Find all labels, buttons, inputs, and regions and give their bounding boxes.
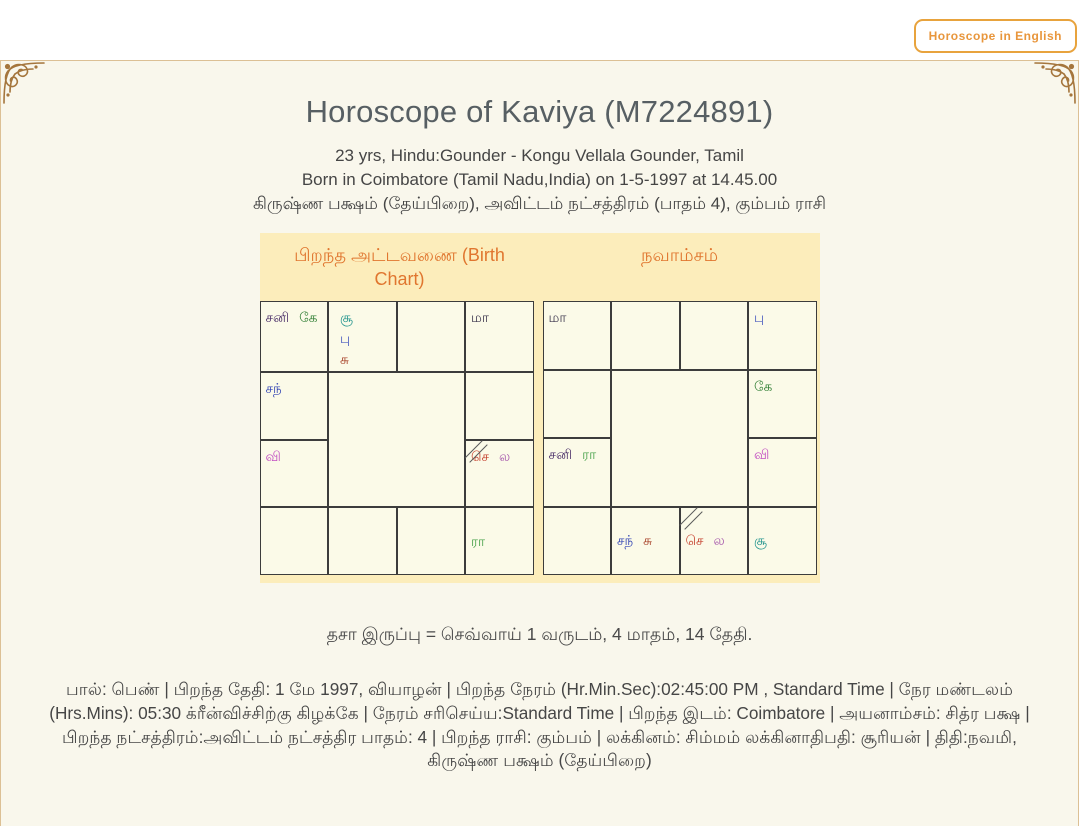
- planet-saturn: சனி: [548, 447, 573, 462]
- chart-cell: மா: [542, 301, 611, 370]
- top-bar: Horoscope in English: [0, 0, 1079, 60]
- planet-jupiter: வி: [754, 447, 770, 462]
- planet-moon: சந்: [265, 381, 282, 396]
- chart-cell: சந் சு: [611, 506, 680, 575]
- planet-ketu: கே: [754, 378, 773, 394]
- planet-mars: செ: [471, 448, 489, 464]
- dasa-balance-line: தசா இருப்பு = செவ்வாய் 1 வருடம், 4 மாதம்…: [326, 624, 753, 644]
- profile-line-caste: 23 yrs, Hindu:Gounder - Kongu Vellala Go…: [335, 146, 744, 165]
- corner-flourish-icon: [3, 62, 45, 104]
- horoscope-in-english-button[interactable]: Horoscope in English: [913, 19, 1077, 53]
- birth-details-part-1: பால்: பெண் | பிறந்த தேதி: 1 மே 1997, விய…: [65, 679, 1014, 699]
- birth-details-paragraph: பால்: பெண் | பிறந்த தேதி: 1 மே 1997, விய…: [37, 678, 1042, 773]
- planet-mercury: பு: [754, 310, 765, 325]
- chart-cell: சனி கே: [259, 301, 328, 372]
- planet-mandi: மா: [548, 310, 567, 325]
- chart-cell: வி: [748, 438, 817, 507]
- planet-rahu: ரா: [471, 533, 486, 549]
- corner-flourish-icon: [1034, 62, 1076, 104]
- chart-center-cell: [328, 372, 465, 508]
- planet-saturn: சனி: [265, 310, 290, 325]
- chart-cell: சூ பு சு: [328, 301, 397, 372]
- planet-lagnam: ல: [498, 448, 511, 464]
- chart-cell: [611, 301, 680, 370]
- chart-cell: செ ல: [678, 506, 748, 575]
- chart-cell: [542, 506, 611, 575]
- chart-cell: பு: [748, 301, 817, 370]
- horoscope-card: Horoscope of Kaviya (M7224891) 23 yrs, H…: [0, 60, 1079, 826]
- planet-lagnam: ல: [713, 533, 725, 549]
- birth-chart-grid: சனி கே சூ பு சு மா சந் வி செ ல ரா: [259, 301, 534, 575]
- planet-ketu: கே: [299, 310, 318, 325]
- chart-cell: [396, 301, 465, 372]
- chart-cell: [679, 301, 748, 370]
- chart-cell: [542, 369, 611, 438]
- navamsam-title: நவாம்சம்: [640, 245, 719, 265]
- chart-center-cell: [611, 369, 748, 507]
- profile-line-paksham: கிருஷ்ண பக்ஷம் (தேய்பிறை), அவிட்டம் நட்ச…: [252, 194, 827, 213]
- planet-moon: சந்: [617, 533, 634, 549]
- planet-jupiter: வி: [265, 448, 281, 464]
- birth-chart-title: பிறந்த அட்டவணை (Birth Chart): [294, 245, 505, 289]
- chart-cell: வி: [259, 439, 328, 508]
- chart-cell: கே: [748, 369, 817, 438]
- chart-cell: [259, 507, 328, 575]
- chart-cell: [328, 507, 397, 575]
- profile-line-birth: Born in Coimbatore (Tamil Nadu,India) on…: [301, 170, 778, 189]
- chart-cell: சந்: [259, 372, 328, 440]
- chart-cell: [396, 507, 465, 575]
- planet-sun: சூ: [754, 533, 767, 549]
- chart-cell: [465, 372, 534, 440]
- planet-mercury: பு: [340, 331, 351, 346]
- planet-sun: சூ: [340, 310, 353, 325]
- birth-details-part-2: (Hrs.Mins): 05:30 க்ரீன்விச்சிற்கு கிழக்…: [49, 702, 1030, 771]
- page-title: Horoscope of Kaviya (M7224891): [305, 94, 774, 129]
- chart-cell: சூ: [748, 506, 817, 575]
- chart-cell: சனி ரா: [542, 438, 611, 507]
- planet-venus: சு: [643, 533, 652, 549]
- profile-summary: 23 yrs, Hindu:Gounder - Kongu Vellala Go…: [1, 144, 1078, 216]
- chart-cell: மா: [465, 301, 534, 372]
- charts-panel: பிறந்த அட்டவணை (Birth Chart) நவாம்சம் சன…: [259, 233, 820, 583]
- chart-cell: ரா: [465, 507, 534, 575]
- planet-venus: சு: [340, 352, 349, 367]
- planet-mars: செ: [685, 533, 704, 549]
- planet-rahu: ரா: [582, 447, 597, 462]
- chart-cell: செ ல: [464, 439, 534, 508]
- navamsam-chart-grid: மா பு கே சனி ரா வி சந் சு செ ல சூ: [542, 301, 817, 575]
- planet-mandi: மா: [471, 310, 489, 325]
